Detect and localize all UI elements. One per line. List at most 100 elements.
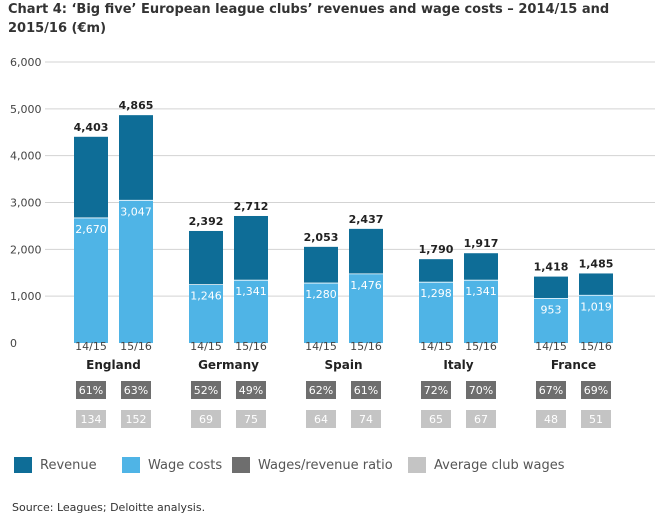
ratio-label: 52% [194, 384, 218, 397]
avg-wages-box [421, 410, 451, 428]
ratio-label: 67% [539, 384, 563, 397]
wage-costs-bar [419, 282, 453, 343]
legend-label-revenue: Revenue [40, 457, 97, 473]
legend-swatch-wage-costs [122, 457, 140, 473]
wage-costs-label: 2,670 [75, 223, 107, 236]
avg-wages-label: 65 [429, 413, 443, 426]
ratio-label: 49% [239, 384, 263, 397]
avg-wages-box [236, 410, 266, 428]
ratio-label: 72% [424, 384, 448, 397]
ratio-label: 69% [584, 384, 608, 397]
ratio-label: 62% [309, 384, 333, 397]
wage-costs-bar [74, 217, 108, 343]
wage-costs-bar [464, 280, 498, 343]
wage-costs-bar [349, 273, 383, 343]
legend-label-wage-costs: Wage costs [148, 457, 223, 473]
ratio-box [121, 381, 151, 399]
revenue-label: 4,403 [74, 121, 109, 134]
chart-title: Chart 4: ‘Big five’ European league club… [8, 2, 610, 36]
league-label: Italy [443, 358, 473, 372]
legend-item-wages-revenue-ratio: Wages/revenue ratio [232, 457, 393, 473]
season-label: 15/16 [350, 340, 382, 353]
avg-wages-box [121, 410, 151, 428]
wage-costs-bar [119, 200, 153, 343]
wage-costs-label: 1,341 [235, 285, 267, 298]
legend-swatch-revenue [14, 457, 32, 473]
avg-wages-label: 134 [81, 413, 102, 426]
avg-wages-label: 67 [474, 413, 488, 426]
ratio-box [191, 381, 221, 399]
revenue-label: 4,865 [119, 99, 154, 112]
revenue-label: 2,392 [189, 215, 224, 228]
wage-costs-label: 1,019 [580, 300, 612, 313]
revenue-label: 1,418 [534, 261, 569, 274]
y-tick-label: 3,000 [10, 197, 42, 210]
league-label: France [551, 358, 596, 372]
y-tick-label: 4,000 [10, 150, 42, 163]
chart-legend: Revenue Wage costs Wages/revenue ratio A… [14, 457, 654, 477]
avg-wages-box [581, 410, 611, 428]
y-tick-label: 1,000 [10, 290, 42, 303]
season-label: 15/16 [235, 340, 267, 353]
y-tick-label: 6,000 [10, 56, 42, 69]
chart-plot: 0 1,000 2,000 3,000 4,000 5,000 6,000 4,403 2,67… [10, 56, 655, 428]
avg-wages-label: 64 [314, 413, 328, 426]
avg-wages-box [191, 410, 221, 428]
legend-swatch-wages-revenue-ratio [232, 457, 250, 473]
league-label: England [86, 358, 141, 372]
wage-costs-bar [579, 295, 613, 343]
ratio-label: 63% [124, 384, 148, 397]
season-label: 14/15 [75, 340, 107, 353]
wage-costs-label: 3,047 [120, 205, 152, 218]
revenue-label: 2,437 [349, 213, 384, 226]
ratio-box [536, 381, 566, 399]
y-tick-label: 2,000 [10, 243, 42, 256]
season-label: 15/16 [580, 340, 612, 353]
ratio-box [236, 381, 266, 399]
revenue-label: 1,790 [419, 243, 454, 256]
avg-wages-label: 152 [126, 413, 147, 426]
revenue-label: 1,917 [464, 237, 499, 250]
ratio-box [76, 381, 106, 399]
wage-costs-bar [189, 284, 223, 343]
avg-wages-label: 51 [589, 413, 603, 426]
legend-label-average-club-wages: Average club wages [434, 457, 565, 473]
wage-costs-label: 1,298 [420, 287, 452, 300]
legend-item-revenue: Revenue [14, 457, 97, 473]
wage-costs-bar [234, 280, 268, 343]
ratio-box [466, 381, 496, 399]
season-label: 14/15 [535, 340, 567, 353]
avg-wages-box [466, 410, 496, 428]
y-tick-label: 0 [10, 337, 17, 350]
avg-wages-label: 48 [544, 413, 558, 426]
league-label: Germany [198, 358, 259, 372]
source-note: Source: Leagues; Deloitte analysis. [12, 501, 206, 514]
legend-item-average-club-wages: Average club wages [408, 457, 565, 473]
wage-costs-bar [534, 298, 568, 343]
wage-costs-label: 1,246 [190, 290, 222, 303]
avg-wages-label: 74 [359, 413, 373, 426]
y-tick-label: 5,000 [10, 103, 42, 116]
avg-wages-label: 69 [199, 413, 213, 426]
wage-costs-label: 1,280 [305, 288, 337, 301]
season-label: 14/15 [420, 340, 452, 353]
revenue-label: 2,712 [234, 200, 269, 213]
avg-wages-box [76, 410, 106, 428]
avg-wages-box [536, 410, 566, 428]
wage-costs-label: 953 [541, 303, 562, 316]
ratio-label: 61% [79, 384, 103, 397]
league-label: Spain [325, 358, 363, 372]
wage-costs-bar [304, 283, 338, 343]
wage-costs-label: 1,341 [465, 285, 497, 298]
ratio-box [421, 381, 451, 399]
avg-wages-box [306, 410, 336, 428]
avg-wages-box [351, 410, 381, 428]
season-label: 15/16 [120, 340, 152, 353]
legend-item-wage-costs: Wage costs [122, 457, 222, 473]
ratio-box [581, 381, 611, 399]
season-label: 14/15 [190, 340, 222, 353]
legend-swatch-average-club-wages [408, 457, 426, 473]
wage-costs-label: 1,476 [350, 279, 382, 292]
legend-label-wages-revenue-ratio: Wages/revenue ratio [258, 457, 393, 473]
season-label: 14/15 [305, 340, 337, 353]
